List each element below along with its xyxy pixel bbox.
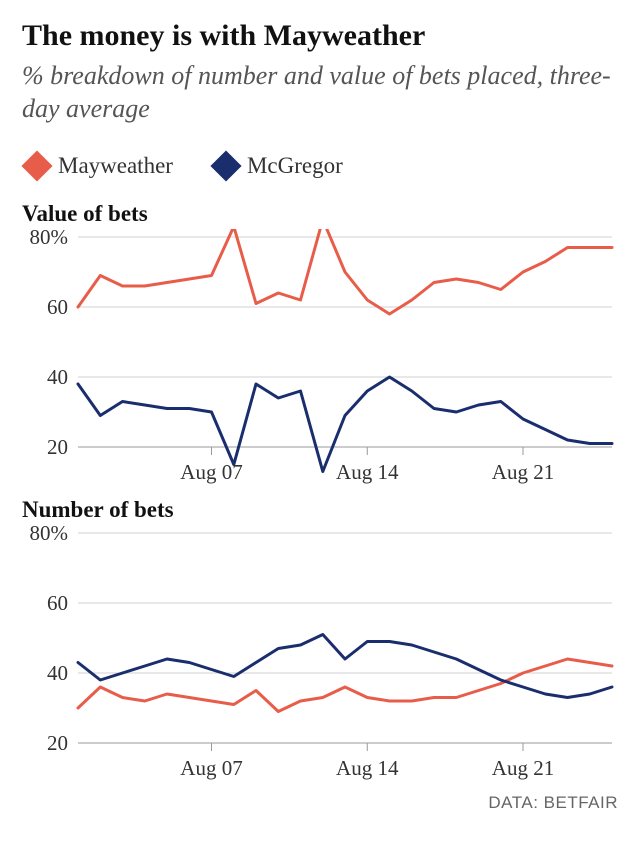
diamond-icon <box>21 150 52 181</box>
chart-panel-title: Number of bets <box>22 497 618 523</box>
legend: Mayweather McGregor <box>26 153 618 179</box>
chart-subtitle: % breakdown of number and value of bets … <box>22 60 618 125</box>
x-tick-label: Aug 14 <box>336 460 399 484</box>
chart-panel-title: Value of bets <box>22 201 618 227</box>
diamond-icon <box>210 150 241 181</box>
series-line <box>78 229 612 314</box>
legend-item-mcgregor: McGregor <box>215 153 343 179</box>
series-line <box>78 659 612 712</box>
line-chart: 20 40 60 80% Aug 07 Aug 14 Aug 21 <box>22 525 618 783</box>
y-tick-label: 80% <box>30 229 69 249</box>
chart-value-of-bets: Value of bets 20406080%Aug 07Aug 14Aug 2… <box>22 201 618 487</box>
y-tick-label: 20 <box>47 731 68 755</box>
y-tick-label: 20 <box>47 435 68 459</box>
y-tick-label: 80% <box>30 525 69 545</box>
y-tick-label: 60 <box>47 591 68 615</box>
chart-number-of-bets: Number of bets 20 40 60 80% Aug 07 Aug 14 Aug … <box>22 497 618 783</box>
line-chart: 20406080%Aug 07Aug 14Aug 21 <box>22 229 618 487</box>
x-tick-label: Aug 07 <box>180 756 242 780</box>
legend-item-mayweather: Mayweather <box>26 153 173 179</box>
y-tick-label: 40 <box>47 365 68 389</box>
legend-label: McGregor <box>247 153 343 179</box>
y-tick-label: 40 <box>47 661 68 685</box>
x-tick-label: Aug 14 <box>336 756 399 780</box>
x-tick-label: Aug 21 <box>492 756 554 780</box>
y-tick-label: 60 <box>47 295 68 319</box>
legend-label: Mayweather <box>58 153 173 179</box>
chart-title-main: The money is with Mayweather <box>22 18 618 54</box>
series-line <box>78 377 612 472</box>
data-source: DATA: BETFAIR <box>22 793 618 813</box>
x-tick-label: Aug 21 <box>492 460 554 484</box>
